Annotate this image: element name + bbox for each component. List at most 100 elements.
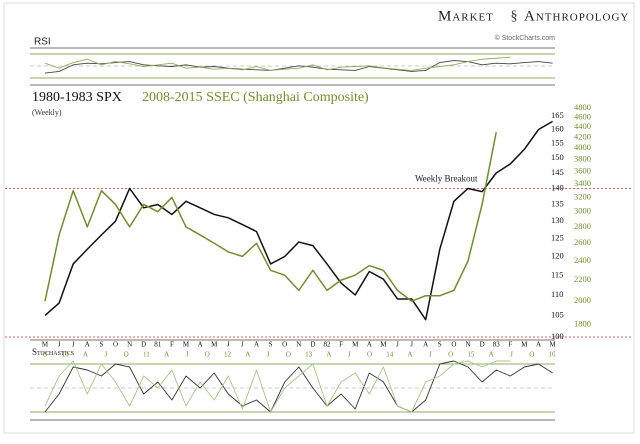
y-tick-label: 160 [551, 123, 564, 133]
x2-tick-label: J [267, 351, 270, 359]
x2-tick-label: O [42, 351, 47, 359]
series-line [44, 56, 511, 71]
y2-tick-label: 3600 [574, 165, 591, 175]
y2-tick-label: 2200 [574, 274, 591, 284]
series-line [44, 360, 511, 413]
card [3, 2, 635, 434]
x2-tick-label: A [489, 351, 494, 359]
series-line [44, 360, 553, 413]
x-tick-label: F [170, 341, 174, 349]
rsi-title: RSI [34, 37, 51, 48]
x2-tick-label: O [124, 351, 129, 359]
y2-tick-label: 3800 [574, 153, 591, 163]
x-tick-label: S [269, 341, 273, 349]
x2-tick-label: J [429, 351, 432, 359]
y-tick-label: 125 [551, 232, 564, 242]
x2-tick-label: A [326, 351, 331, 359]
y-tick-label: 115 [551, 269, 563, 279]
brand-first: Market [438, 8, 494, 24]
note: (Weekly) [32, 108, 62, 117]
y-tick-label: 130 [551, 215, 564, 225]
x-tick-label: 82 [324, 341, 332, 349]
x2-tick-label: 12 [224, 351, 232, 359]
x2-tick-label: J [510, 351, 513, 359]
x-tick-label: M [42, 341, 49, 349]
x2-tick-label: O [286, 351, 291, 359]
x-tick-label: D [141, 341, 146, 349]
y2-tick-label: 3000 [574, 206, 591, 216]
y2-tick-label: 1800 [574, 318, 591, 328]
x-tick-label: M [521, 341, 528, 349]
x-tick-label: S [438, 341, 442, 349]
x2-tick-label: A [245, 351, 250, 359]
series-line [44, 120, 553, 321]
x-tick-label: 83 [493, 341, 501, 349]
x-tick-label: A [423, 341, 428, 349]
x2-tick-label: 14 [386, 351, 394, 359]
y2-tick-label: 4400 [574, 121, 591, 131]
x-tick-label: D [480, 341, 485, 349]
x2-tick-label: 10 [62, 351, 70, 359]
y-tick-label: 165 [551, 110, 564, 120]
y2-tick-label: 2400 [574, 255, 591, 265]
brand-icon: § [511, 9, 518, 24]
x-tick-label: A [254, 341, 259, 349]
series-title-spx: 1980-1983 SPX [32, 90, 122, 105]
y2-tick-label: 4800 [574, 102, 591, 112]
x-tick-label: J [227, 341, 230, 349]
x-tick-label: S [99, 341, 103, 349]
x-tick-label: J [72, 341, 75, 349]
y2-tick-label: 4000 [574, 142, 591, 152]
y-tick-label: 150 [551, 152, 564, 162]
x2-tick-label: J [104, 351, 107, 359]
x-tick-label: O [451, 341, 456, 349]
x-tick-label: M [211, 341, 218, 349]
y2-tick-label: 3400 [574, 178, 591, 188]
y-tick-label: 110 [551, 289, 563, 299]
y2-tick-label: 2600 [574, 237, 591, 247]
x-tick-label: N [465, 341, 470, 349]
x-tick-label: A [536, 341, 541, 349]
x2-tick-label: J [186, 351, 189, 359]
x-tick-label: A [198, 341, 203, 349]
stoch-title: Stochastics [32, 347, 74, 357]
x2-tick-label: A [408, 351, 413, 359]
x-tick-label: J [396, 341, 399, 349]
x2-tick-label: O [529, 351, 534, 359]
series-title-ssec: 2008-2015 SSEC (Shanghai Composite) [142, 90, 369, 105]
x-tick-label: N [296, 341, 301, 349]
x-tick-label: O [282, 341, 287, 349]
x2-tick-label: J [348, 351, 351, 359]
x2-tick-label: O [448, 351, 453, 359]
y-tick-label: 120 [551, 250, 564, 260]
y2-tick-label: 4600 [574, 111, 591, 121]
x-tick-label: D [310, 341, 315, 349]
x-tick-label: O [113, 341, 118, 349]
y-tick-label: 105 [551, 309, 564, 319]
x-tick-label: J [241, 341, 244, 349]
x-tick-label: 81 [154, 341, 162, 349]
x-tick-label: F [508, 341, 512, 349]
x-tick-label: M [183, 341, 190, 349]
y2-tick-label: 2800 [574, 221, 591, 231]
credit: © StockCharts.com [495, 34, 556, 42]
x-tick-label: J [58, 341, 61, 349]
x2-tick-label: A [83, 351, 88, 359]
x-tick-label: M [549, 341, 556, 349]
y2-tick-label: 3200 [574, 191, 591, 201]
y-tick-label: 145 [551, 167, 564, 177]
y-tick-label: 140 [551, 182, 564, 192]
y-tick-label: 100 [551, 331, 564, 341]
x-tick-label: M [380, 341, 387, 349]
x2-tick-label: O [367, 351, 372, 359]
brand-second: Anthropology [524, 8, 629, 24]
x2-tick-label: 13 [305, 351, 313, 359]
x-tick-label: A [367, 341, 372, 349]
x-tick-label: A [85, 341, 90, 349]
x2-tick-label: O [205, 351, 210, 359]
y2-tick-label: 2000 [574, 295, 591, 305]
y-tick-label: 155 [551, 138, 564, 148]
y-tick-label: 135 [551, 198, 564, 208]
